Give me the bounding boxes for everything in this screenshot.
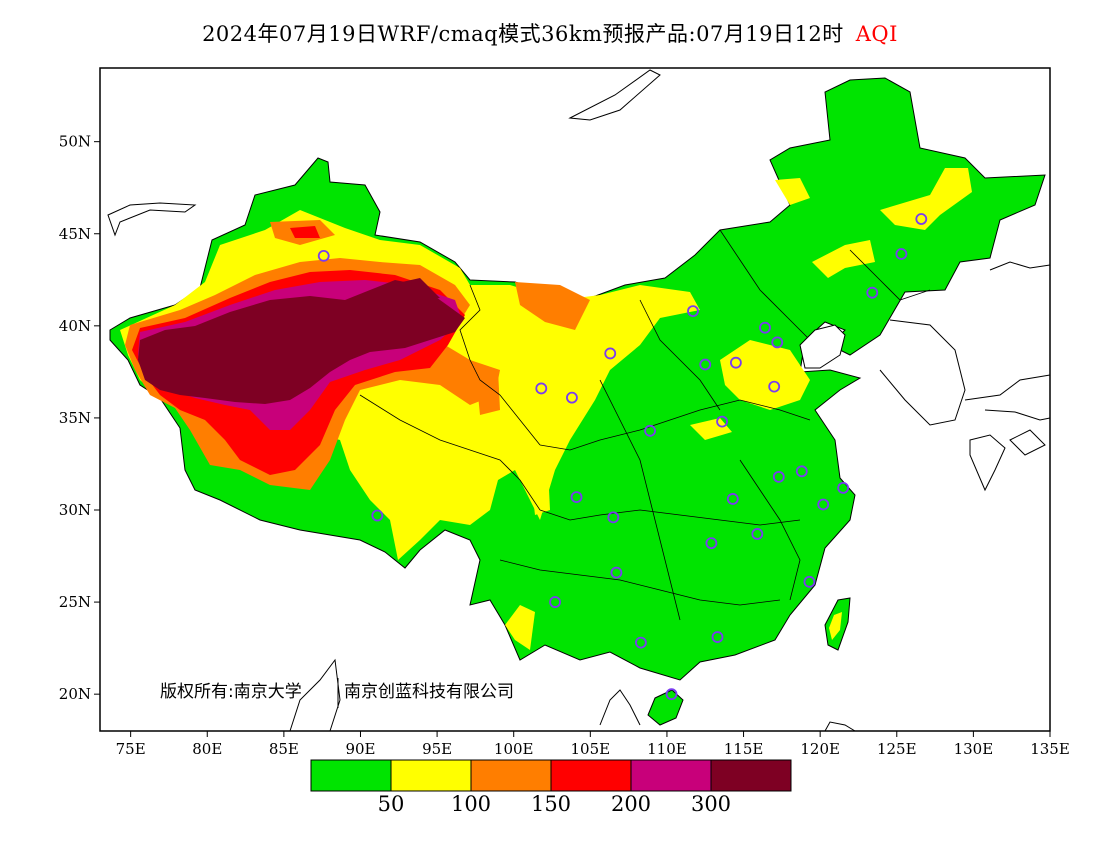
zone-maroon-west bbox=[402, 278, 440, 300]
lat-tick-label: 20N bbox=[59, 685, 91, 703]
station-marker bbox=[665, 688, 678, 701]
legend-label: 50 bbox=[377, 792, 405, 816]
lat-tick-label: 30N bbox=[59, 501, 91, 519]
station-marker bbox=[716, 415, 728, 428]
legend-swatch bbox=[550, 759, 632, 792]
lat-tick-label: 35N bbox=[59, 409, 91, 427]
lat-tick-label: 50N bbox=[59, 133, 91, 151]
station-marker bbox=[604, 347, 617, 360]
taiwan-yellow bbox=[829, 612, 842, 640]
zone-yellow-ne3 bbox=[775, 178, 810, 205]
lon-tick-label: 105E bbox=[571, 740, 611, 758]
lat-axis: 50N 45N 40N 35N 30N 25N 20N bbox=[59, 133, 100, 703]
zone-yellow-ne1 bbox=[880, 168, 972, 230]
lon-tick-label: 95E bbox=[422, 740, 452, 758]
station-marker bbox=[729, 356, 742, 369]
station-marker bbox=[759, 321, 771, 334]
station-marker bbox=[726, 493, 739, 505]
lon-tick-label: 85E bbox=[269, 740, 299, 758]
lon-tick-label: 110E bbox=[647, 740, 687, 758]
copyright-left: 版权所有:南京大学 bbox=[160, 682, 302, 702]
legend-swatch bbox=[390, 759, 472, 792]
legend-label: 100 bbox=[450, 792, 492, 816]
product-label: AQI bbox=[855, 22, 898, 46]
station-marker bbox=[803, 575, 816, 588]
aqi-legend bbox=[310, 759, 792, 792]
station-marker bbox=[644, 424, 656, 437]
station-marker bbox=[768, 380, 781, 393]
zone-yellow-plain bbox=[720, 340, 810, 410]
zone-yellow-central bbox=[690, 418, 732, 440]
zone-yellow-south bbox=[505, 605, 535, 650]
station-marker bbox=[915, 213, 928, 225]
title-text: 2024年07月19日WRF/cmaq模式36km预报产品:07月19日12时 bbox=[202, 22, 844, 46]
map-frame bbox=[99, 67, 1051, 732]
lon-tick-label: 130E bbox=[954, 740, 994, 758]
legend-label: 200 bbox=[610, 792, 652, 816]
lon-tick-label: 135E bbox=[1030, 740, 1070, 758]
legend-swatch bbox=[630, 759, 712, 792]
zone-yellow-ne2 bbox=[812, 240, 875, 278]
zone-maroon bbox=[138, 280, 465, 404]
station-marker bbox=[687, 305, 699, 318]
station-marker bbox=[751, 528, 764, 540]
station-marker bbox=[795, 465, 808, 478]
lon-tick-label: 90E bbox=[345, 740, 375, 758]
station-marker bbox=[535, 382, 548, 395]
lon-tick-label: 80E bbox=[192, 740, 222, 758]
station-marker bbox=[866, 286, 879, 299]
station-marker bbox=[837, 481, 850, 494]
station-marker bbox=[371, 509, 384, 522]
lon-tick-label: 115E bbox=[724, 740, 764, 758]
station-marker bbox=[549, 596, 561, 608]
lon-tick-label: 120E bbox=[800, 740, 840, 758]
station-marker bbox=[610, 566, 623, 579]
lat-tick-label: 40N bbox=[59, 317, 91, 335]
station-marker bbox=[634, 636, 647, 649]
legend-label: 300 bbox=[690, 792, 732, 816]
bohai-sea bbox=[799, 324, 846, 369]
station-marker bbox=[705, 537, 718, 550]
neighbor-outlines bbox=[107, 69, 1051, 732]
lat-tick-label: 45N bbox=[59, 225, 91, 243]
map-title: 2024年07月19日WRF/cmaq模式36km预报产品:07月19日12时 A… bbox=[0, 18, 1100, 48]
station-marker bbox=[772, 470, 785, 483]
province-borders bbox=[359, 229, 931, 621]
zone-orange-qinghai bbox=[475, 365, 500, 415]
station-marker bbox=[607, 511, 620, 524]
legend-swatch bbox=[470, 759, 552, 792]
station-marker bbox=[895, 248, 908, 260]
station-marker bbox=[317, 249, 330, 262]
station-marker bbox=[699, 358, 712, 371]
station-marker bbox=[566, 391, 578, 404]
lon-tick-label: 100E bbox=[494, 740, 534, 758]
zone-orange-gansu bbox=[515, 282, 590, 330]
station-marker bbox=[771, 336, 784, 349]
legend-swatch bbox=[710, 759, 792, 792]
lon-tick-label: 125E bbox=[877, 740, 917, 758]
legend-label: 150 bbox=[530, 792, 572, 816]
lon-tick-label: 75E bbox=[116, 740, 146, 758]
station-markers bbox=[317, 213, 928, 701]
station-marker bbox=[711, 631, 724, 643]
lon-axis: 75E 80E 85E 90E 95E 100E 105E 110E 115E 120E 125E 1… bbox=[116, 731, 1070, 758]
station-marker bbox=[570, 491, 583, 504]
copyright-right: 南京创蓝科技有限公司 bbox=[344, 682, 514, 702]
legend-swatch bbox=[310, 759, 392, 792]
zone-yellow-sichuan bbox=[530, 468, 550, 515]
station-marker bbox=[817, 498, 830, 511]
lat-tick-label: 25N bbox=[59, 593, 91, 611]
zone-red-north bbox=[290, 226, 320, 238]
